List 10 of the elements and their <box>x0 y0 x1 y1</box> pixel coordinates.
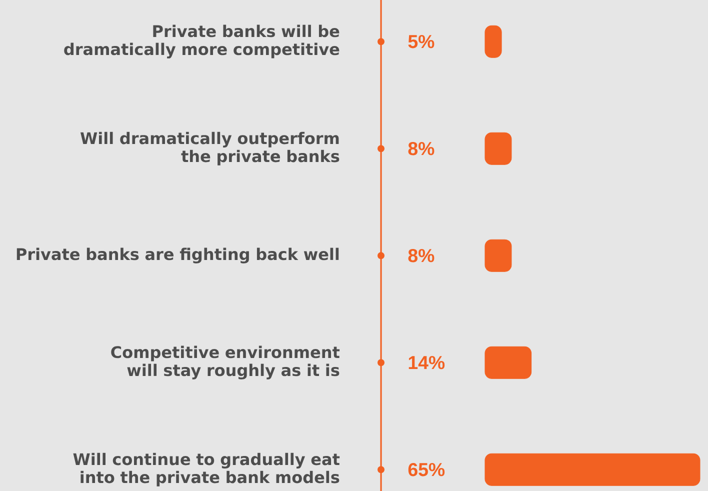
y-tick-label: Private banks will be dramatically more competitive <box>64 24 340 58</box>
y-tick-label: Will dramatically outperform the private banks <box>80 132 340 166</box>
data-label: 65% <box>408 462 445 476</box>
data-label: 14% <box>408 356 445 370</box>
y-tick-label: Competitive environment will stay roughly as it is <box>111 346 340 380</box>
y-tick-label: Private banks are fighting back well <box>16 248 339 264</box>
data-label: 8% <box>408 248 434 262</box>
data-label: 5% <box>408 35 434 48</box>
y-tick-label: Will continue to gradually eat into the private bank models <box>73 452 340 486</box>
data-label: 8% <box>408 142 434 156</box>
